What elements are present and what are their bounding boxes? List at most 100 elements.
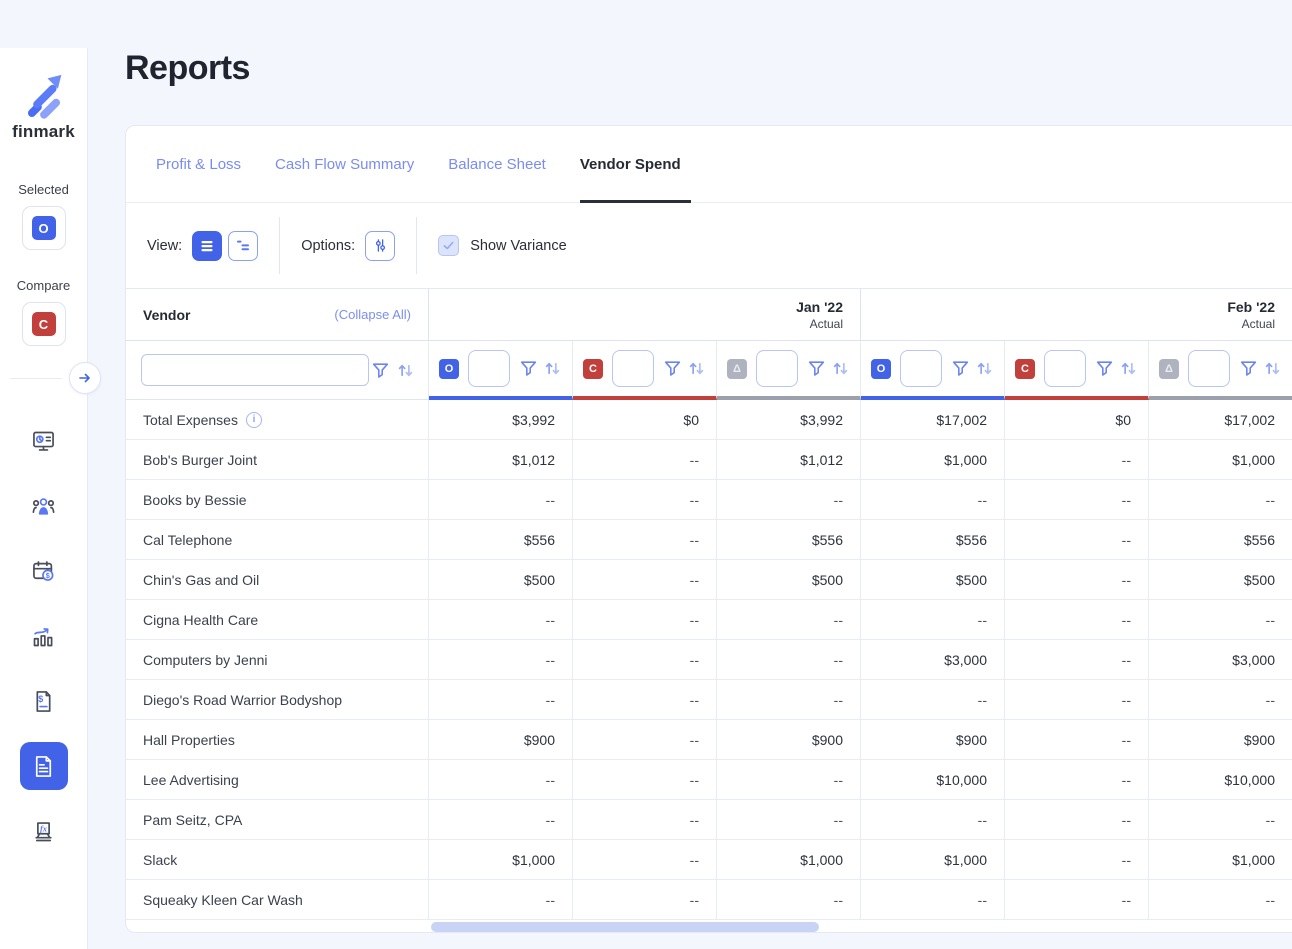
vendor-name-cell: Hall Properties [126, 720, 429, 759]
value-cell: $17,002 [1149, 400, 1292, 439]
value-cell: $900 [1149, 720, 1292, 759]
value-cell: $900 [717, 720, 861, 759]
value-cell: $556 [429, 520, 573, 559]
vendor-spend-table: Vendor (Collapse All) Jan '22 Actual Feb '… [126, 288, 1292, 932]
tab-cash-flow-summary[interactable]: Cash Flow Summary [275, 155, 415, 173]
filter-icons [1239, 359, 1282, 378]
filter-funnel-icon[interactable] [1095, 359, 1114, 378]
value-cell: -- [573, 760, 717, 799]
value-cell: -- [573, 560, 717, 599]
tree-view-button[interactable] [228, 230, 259, 261]
vendor-name: Cal Telephone [143, 531, 233, 548]
expand-sidebar-button[interactable] [69, 362, 101, 394]
value-cell: -- [861, 800, 1005, 839]
sort-arrows-icon[interactable] [831, 359, 850, 378]
value-cell: $3,000 [1149, 640, 1292, 679]
sort-arrows-icon[interactable] [1119, 359, 1138, 378]
list-view-button[interactable] [192, 230, 223, 261]
vendor-header-label: Vendor [143, 306, 191, 323]
value-cell: $17,002 [861, 400, 1005, 439]
options-button[interactable] [365, 230, 396, 261]
value-cell: $0 [573, 400, 717, 439]
value-cell: -- [429, 640, 573, 679]
sidebar-item-dashboard[interactable] [20, 417, 68, 465]
filter-funnel-icon[interactable] [371, 361, 390, 380]
svg-text:$: $ [46, 570, 50, 579]
filter-cell-d: Δ [717, 341, 861, 400]
value-cell: $1,012 [717, 440, 861, 479]
collapse-all-link[interactable]: (Collapse All) [334, 307, 411, 322]
value-cell: -- [1149, 600, 1292, 639]
selected-scenario-button[interactable]: O [21, 206, 66, 250]
selected-label: Selected [18, 182, 69, 197]
value-filter-input-d[interactable] [756, 350, 798, 387]
filter-funnel-icon[interactable] [951, 359, 970, 378]
value-filter-input-c[interactable] [1044, 350, 1086, 387]
month-label: Feb '22 [1227, 298, 1275, 315]
value-cell: $500 [1149, 560, 1292, 599]
filter-funnel-icon[interactable] [663, 359, 682, 378]
value-cell: -- [429, 480, 573, 519]
value-cell: -- [1005, 840, 1149, 879]
show-variance-label: Show Variance [470, 237, 567, 254]
filter-cell-o: O [429, 341, 573, 400]
info-icon[interactable]: i [245, 411, 262, 428]
value-filter-input-o[interactable] [900, 350, 942, 387]
value-cell: $500 [861, 560, 1005, 599]
vendor-name: Cigna Health Care [143, 611, 259, 628]
sort-arrows-icon[interactable] [687, 359, 706, 378]
value-filter-input-d[interactable] [1188, 350, 1230, 387]
value-cell: -- [717, 800, 861, 839]
vendor-name: Books by Bessie [143, 491, 247, 508]
scrollbar-thumb[interactable] [431, 922, 819, 932]
value-cell: $556 [1149, 520, 1292, 559]
value-cell: -- [717, 880, 861, 919]
finmark-logo-icon [27, 74, 61, 119]
table-row: Pam Seitz, CPA -- -- -- -- -- -- [126, 800, 1292, 840]
value-cell: -- [861, 680, 1005, 719]
value-cell: -- [573, 840, 717, 879]
value-filter-input-c[interactable] [612, 350, 654, 387]
tab-balance-sheet[interactable]: Balance Sheet [448, 155, 546, 173]
value-cell: $3,000 [861, 640, 1005, 679]
month-group-header: Jan '22 Actual [429, 289, 861, 340]
value-filter-input-o[interactable] [468, 350, 510, 387]
list-view-icon [201, 240, 213, 251]
scenario-badge-d: Δ [1159, 358, 1179, 379]
filter-funnel-icon[interactable] [1239, 359, 1258, 378]
sort-arrows-icon[interactable] [396, 361, 415, 380]
show-variance-checkbox[interactable] [438, 235, 460, 256]
value-cell: -- [573, 440, 717, 479]
sidebar-item-reports[interactable] [19, 742, 68, 790]
tab-vendor-spend[interactable]: Vendor Spend [579, 126, 691, 203]
sort-arrows-icon[interactable] [543, 359, 562, 378]
sidebar-item-metrics[interactable] [20, 612, 68, 660]
svg-text:fx: fx [40, 823, 47, 833]
filter-funnel-icon[interactable] [807, 359, 826, 378]
value-cell: -- [1005, 520, 1149, 559]
value-cell: -- [1149, 800, 1292, 839]
value-cell: $556 [861, 520, 1005, 559]
report-tabs: Profit & Loss Cash Flow Summary Balance Sh… [126, 126, 1292, 203]
filter-funnel-icon[interactable] [519, 359, 538, 378]
month-group-header: Feb '22 Actual [861, 289, 1292, 340]
table-row: Total Expenses i $3,992 $0 $3,992 $17,002 $0 $1… [126, 400, 1292, 440]
report-card: Profit & Loss Cash Flow Summary Balance Sh… [125, 125, 1292, 933]
value-cell: -- [429, 600, 573, 639]
vendor-name: Hall Properties [143, 731, 235, 748]
scenario-badge-c: C [583, 358, 603, 379]
sidebar-item-headcount[interactable] [20, 482, 68, 530]
value-cell: $1,000 [861, 840, 1005, 879]
sidebar-item-payroll[interactable]: $ [20, 547, 68, 595]
sidebar-item-formulas[interactable]: fx [20, 807, 68, 855]
sidebar-item-revenue[interactable]: $ [20, 677, 68, 725]
vendor-name: Chin's Gas and Oil [143, 571, 260, 588]
sort-arrows-icon[interactable] [1263, 359, 1282, 378]
table-row: Hall Properties $900 -- $900 $900 -- $900 [126, 720, 1292, 760]
sort-arrows-icon[interactable] [975, 359, 994, 378]
compare-scenario-button[interactable]: C [21, 302, 66, 346]
value-cell: -- [573, 680, 717, 719]
vendor-filter-input[interactable] [141, 354, 369, 386]
filter-cell-c: C [1005, 341, 1149, 400]
tab-profit-loss[interactable]: Profit & Loss [156, 155, 242, 173]
